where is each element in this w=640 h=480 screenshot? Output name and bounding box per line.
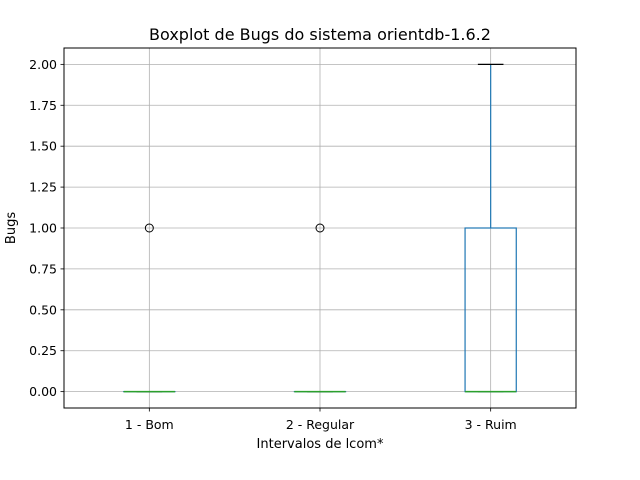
y-axis-ticks: 0.00 0.25 0.50 0.75 1.00 1.25 1.50 1.75 2.00 bbox=[29, 57, 64, 399]
x-tick-label: 3 - Ruim bbox=[465, 417, 517, 432]
box-flier-point bbox=[144, 223, 154, 233]
y-tick-label: 1.25 bbox=[29, 180, 57, 195]
y-tick-label: 0.25 bbox=[29, 343, 57, 358]
chart-title: Boxplot de Bugs do sistema orientdb-1.6.… bbox=[149, 25, 491, 44]
y-tick-label: 0.00 bbox=[29, 384, 57, 399]
y-tick-label: 1.75 bbox=[29, 98, 57, 113]
x-tick-label: 1 - Bom bbox=[125, 417, 174, 432]
y-tick-label: 0.50 bbox=[29, 302, 57, 317]
x-axis-ticks: 1 - Bom 2 - Regular 3 - Ruim bbox=[125, 408, 517, 432]
y-axis-label: Bugs bbox=[4, 212, 19, 244]
y-tick-label: 1.50 bbox=[29, 139, 57, 154]
x-axis-label: Intervalos de lcom* bbox=[257, 437, 384, 452]
y-tick-label: 1.00 bbox=[29, 221, 57, 236]
y-tick-label: 2.00 bbox=[29, 57, 57, 72]
x-tick-label: 2 - Regular bbox=[286, 417, 355, 432]
y-tick-label: 0.75 bbox=[29, 261, 57, 276]
plot-area bbox=[123, 63, 517, 393]
box-flier-point bbox=[315, 223, 325, 233]
